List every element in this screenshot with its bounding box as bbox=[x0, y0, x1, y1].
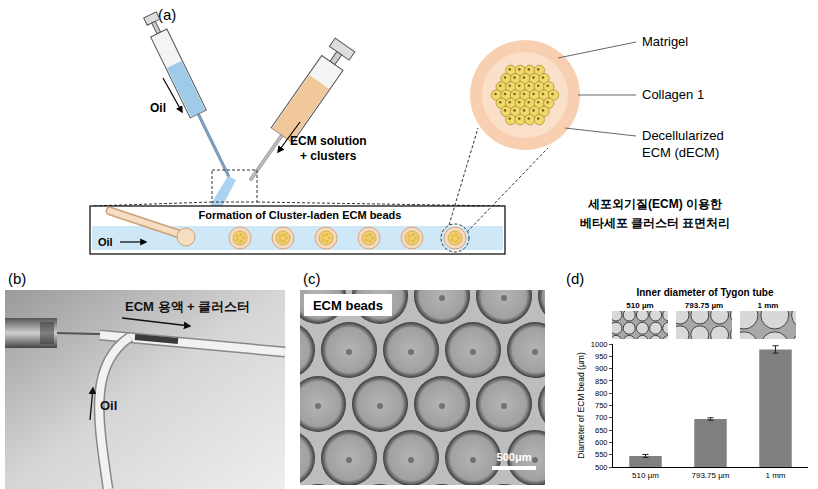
svg-text:Oil: Oil bbox=[100, 398, 117, 413]
svg-text:(d): (d) bbox=[566, 270, 584, 287]
svg-text:1 mm: 1 mm bbox=[766, 471, 786, 480]
svg-text:500: 500 bbox=[595, 463, 608, 472]
svg-text:1000: 1000 bbox=[591, 340, 608, 349]
svg-text:(b): (b) bbox=[8, 270, 26, 287]
svg-text:Oil: Oil bbox=[150, 101, 166, 115]
svg-text:800: 800 bbox=[595, 389, 608, 398]
svg-text:793.75 µm: 793.75 µm bbox=[692, 471, 730, 480]
svg-text:510 µm: 510 µm bbox=[626, 301, 653, 310]
svg-text:ECM beads: ECM beads bbox=[313, 298, 383, 313]
svg-text:650: 650 bbox=[595, 426, 608, 435]
svg-text:ECM (dECM): ECM (dECM) bbox=[642, 145, 719, 160]
svg-text:Diameter of ECM bead (µm): Diameter of ECM bead (µm) bbox=[576, 352, 586, 459]
svg-text:베타세포 클러스터 표면처리: 베타세포 클러스터 표면처리 bbox=[580, 216, 731, 230]
svg-text:500μm: 500μm bbox=[497, 451, 532, 463]
svg-text:700: 700 bbox=[595, 413, 608, 422]
svg-text:600: 600 bbox=[595, 438, 608, 447]
svg-text:900: 900 bbox=[595, 364, 608, 373]
svg-text:750: 750 bbox=[595, 401, 608, 410]
svg-text:850: 850 bbox=[595, 377, 608, 386]
svg-text:510 µm: 510 µm bbox=[632, 471, 659, 480]
svg-text:ECM 용액 + 클러스터: ECM 용액 + 클러스터 bbox=[125, 299, 250, 314]
svg-text:Formation of Cluster-laden ECM: Formation of Cluster-laden ECM beads bbox=[199, 209, 402, 221]
svg-text:Collagen 1: Collagen 1 bbox=[642, 87, 704, 102]
svg-text:세포외기질(ECM) 이용한: 세포외기질(ECM) 이용한 bbox=[587, 197, 722, 211]
svg-text:1 mm: 1 mm bbox=[758, 301, 779, 310]
svg-text:Matrigel: Matrigel bbox=[642, 34, 688, 49]
svg-text:(a): (a) bbox=[158, 6, 176, 23]
svg-text:Inner diameter of Tygon tube: Inner diameter of Tygon tube bbox=[636, 287, 773, 298]
svg-text:+ clusters: + clusters bbox=[300, 149, 357, 163]
svg-text:793.75 µm: 793.75 µm bbox=[685, 301, 723, 310]
svg-text:550: 550 bbox=[595, 450, 608, 459]
svg-text:(c): (c) bbox=[303, 270, 321, 287]
svg-text:ECM solution: ECM solution bbox=[290, 134, 367, 148]
svg-text:Decellularized: Decellularized bbox=[642, 128, 724, 143]
svg-text:950: 950 bbox=[595, 352, 608, 361]
svg-text:Oil: Oil bbox=[98, 236, 113, 248]
